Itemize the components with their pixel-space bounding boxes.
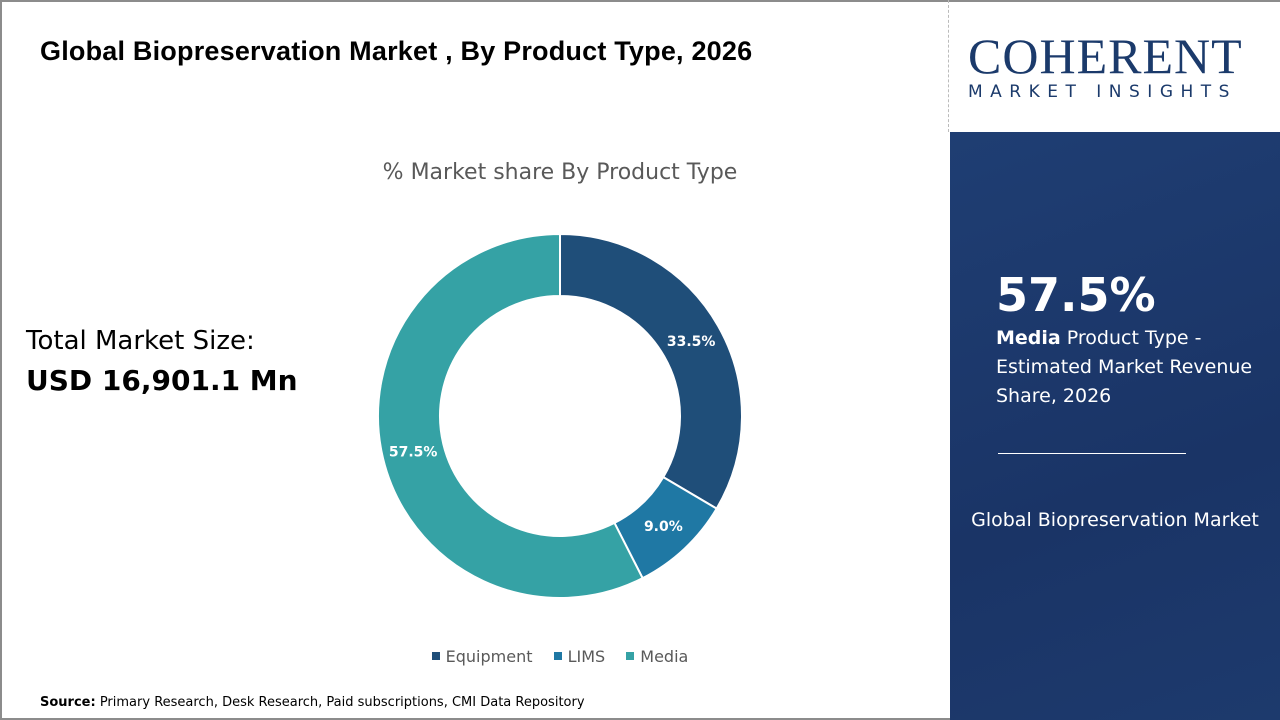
chart-title: % Market share By Product Type — [382, 160, 738, 185]
data-label-equipment: 33.5% — [667, 334, 716, 350]
legend-item-lims: LIMS — [553, 647, 606, 666]
market-name: Global Biopreservation Market — [971, 509, 1259, 531]
page-title: Global Biopreservation Market , By Produ… — [40, 36, 753, 66]
logo: COHERENT MARKET INSIGHTS — [968, 28, 1263, 102]
logo-main: COHERENT — [968, 28, 1243, 84]
legend-swatch — [626, 652, 635, 660]
highlight-segment: Media — [996, 327, 1061, 349]
highlight-text: Product Type - Estimated Market Revenue … — [996, 327, 1253, 407]
highlight-description: Media Product Type - Estimated Market Re… — [996, 324, 1256, 411]
legend-label: Equipment — [445, 647, 533, 666]
panel-divider — [998, 453, 1186, 454]
legend-item-media: Media — [626, 647, 688, 666]
legend-label: LIMS — [567, 647, 606, 666]
source-note: Source: Primary Research, Desk Research,… — [40, 695, 585, 710]
data-label-lims: 9.0% — [644, 519, 683, 535]
data-label-media: 57.5% — [389, 444, 438, 460]
slice-media — [377, 232, 644, 599]
highlight-percent: 57.5% — [996, 268, 1156, 322]
legend-swatch — [553, 652, 562, 660]
highlight-panel: 57.5% Media Product Type - Estimated Mar… — [950, 132, 1280, 720]
legend-item-equipment: Equipment — [431, 647, 533, 666]
source-label: Source: — [40, 695, 96, 710]
legend-swatch — [431, 652, 440, 660]
divider — [948, 0, 949, 132]
legend: Equipment LIMS Media — [0, 647, 1120, 666]
total-market-value: USD 16,901.1 Mn — [26, 364, 298, 397]
logo-sub: MARKET INSIGHTS — [968, 82, 1237, 102]
slice-equipment — [559, 232, 743, 511]
total-market-label: Total Market Size: — [26, 326, 255, 356]
legend-label: Media — [640, 647, 689, 666]
source-text: Primary Research, Desk Research, Paid su… — [95, 695, 585, 710]
